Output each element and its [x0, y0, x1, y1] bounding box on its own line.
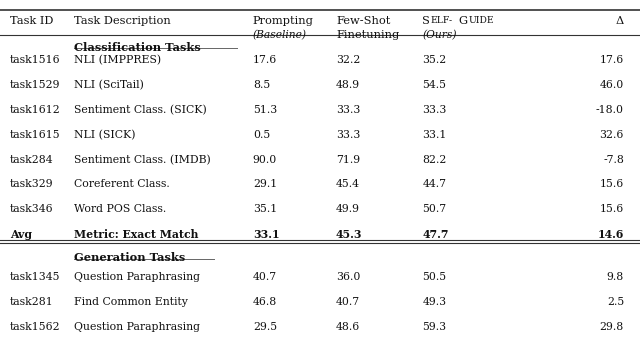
Text: ELF-: ELF-: [431, 16, 453, 24]
Text: -18.0: -18.0: [596, 105, 624, 115]
Text: NLI (SciTail): NLI (SciTail): [74, 80, 143, 90]
Text: 33.3: 33.3: [336, 130, 360, 140]
Text: Metric: Exact Match: Metric: Exact Match: [74, 229, 198, 240]
Text: Task Description: Task Description: [74, 16, 170, 26]
Text: 14.6: 14.6: [598, 229, 624, 240]
Text: task281: task281: [10, 297, 53, 307]
Text: 45.3: 45.3: [336, 229, 362, 240]
Text: Avg: Avg: [10, 229, 31, 240]
Text: 49.9: 49.9: [336, 204, 360, 214]
Text: task284: task284: [10, 155, 53, 165]
Text: S: S: [422, 16, 430, 26]
Text: Word POS Class.: Word POS Class.: [74, 204, 166, 214]
Text: 54.5: 54.5: [422, 80, 447, 90]
Text: 9.8: 9.8: [607, 273, 624, 283]
Text: 15.6: 15.6: [600, 204, 624, 214]
Text: NLI (IMPPRES): NLI (IMPPRES): [74, 55, 161, 66]
Text: 48.9: 48.9: [336, 80, 360, 90]
Text: task1612: task1612: [10, 105, 60, 115]
Text: Sentiment Class. (IMDB): Sentiment Class. (IMDB): [74, 155, 211, 165]
Text: task1345: task1345: [10, 273, 60, 283]
Text: 50.7: 50.7: [422, 204, 447, 214]
Text: Coreferent Class.: Coreferent Class.: [74, 179, 170, 189]
Text: 50.5: 50.5: [422, 273, 447, 283]
Text: 17.6: 17.6: [253, 55, 277, 65]
Text: (Baseline): (Baseline): [253, 30, 307, 40]
Text: task1562: task1562: [10, 322, 60, 332]
Text: Classification Tasks: Classification Tasks: [74, 42, 200, 53]
Text: 35.1: 35.1: [253, 204, 277, 214]
Text: 32.6: 32.6: [600, 130, 624, 140]
Text: Δ: Δ: [616, 16, 624, 26]
Text: 90.0: 90.0: [253, 155, 277, 165]
Text: Few-Shot: Few-Shot: [336, 16, 390, 26]
Text: 40.7: 40.7: [336, 297, 360, 307]
Text: Sentiment Class. (SICK): Sentiment Class. (SICK): [74, 105, 206, 115]
Text: 33.3: 33.3: [336, 105, 360, 115]
Text: 15.6: 15.6: [600, 179, 624, 189]
Text: 33.3: 33.3: [422, 105, 447, 115]
Text: 82.2: 82.2: [422, 155, 447, 165]
Text: 0.5: 0.5: [253, 130, 270, 140]
Text: 45.4: 45.4: [336, 179, 360, 189]
Text: 71.9: 71.9: [336, 155, 360, 165]
Text: 29.5: 29.5: [253, 322, 277, 332]
Text: task1516: task1516: [10, 55, 60, 65]
Text: task346: task346: [10, 204, 53, 214]
Text: 29.8: 29.8: [600, 322, 624, 332]
Text: task1529: task1529: [10, 80, 60, 90]
Text: 48.6: 48.6: [336, 322, 360, 332]
Text: UIDE: UIDE: [468, 16, 494, 24]
Text: G: G: [458, 16, 467, 26]
Text: 49.3: 49.3: [422, 297, 447, 307]
Text: 46.8: 46.8: [253, 297, 277, 307]
Text: 32.2: 32.2: [336, 55, 360, 65]
Text: 35.2: 35.2: [422, 55, 447, 65]
Text: Finetuning: Finetuning: [336, 30, 399, 40]
Text: Prompting: Prompting: [253, 16, 314, 26]
Text: -7.8: -7.8: [603, 155, 624, 165]
Text: 51.3: 51.3: [253, 105, 277, 115]
Text: 33.1: 33.1: [253, 229, 280, 240]
Text: Question Paraphrasing: Question Paraphrasing: [74, 273, 200, 283]
Text: task329: task329: [10, 179, 53, 189]
Text: 2.5: 2.5: [607, 297, 624, 307]
Text: 59.3: 59.3: [422, 322, 447, 332]
Text: 8.5: 8.5: [253, 80, 270, 90]
Text: 17.6: 17.6: [600, 55, 624, 65]
Text: Generation Tasks: Generation Tasks: [74, 253, 185, 263]
Text: task1615: task1615: [10, 130, 60, 140]
Text: 46.0: 46.0: [600, 80, 624, 90]
Text: 33.1: 33.1: [422, 130, 447, 140]
Text: 36.0: 36.0: [336, 273, 360, 283]
Text: 29.1: 29.1: [253, 179, 277, 189]
Text: 40.7: 40.7: [253, 273, 277, 283]
Text: (Ours): (Ours): [422, 30, 457, 40]
Text: 47.7: 47.7: [422, 229, 449, 240]
Text: Find Common Entity: Find Common Entity: [74, 297, 188, 307]
Text: 44.7: 44.7: [422, 179, 447, 189]
Text: Task ID: Task ID: [10, 16, 53, 26]
Text: NLI (SICK): NLI (SICK): [74, 130, 135, 140]
Text: Question Paraphrasing: Question Paraphrasing: [74, 322, 200, 332]
